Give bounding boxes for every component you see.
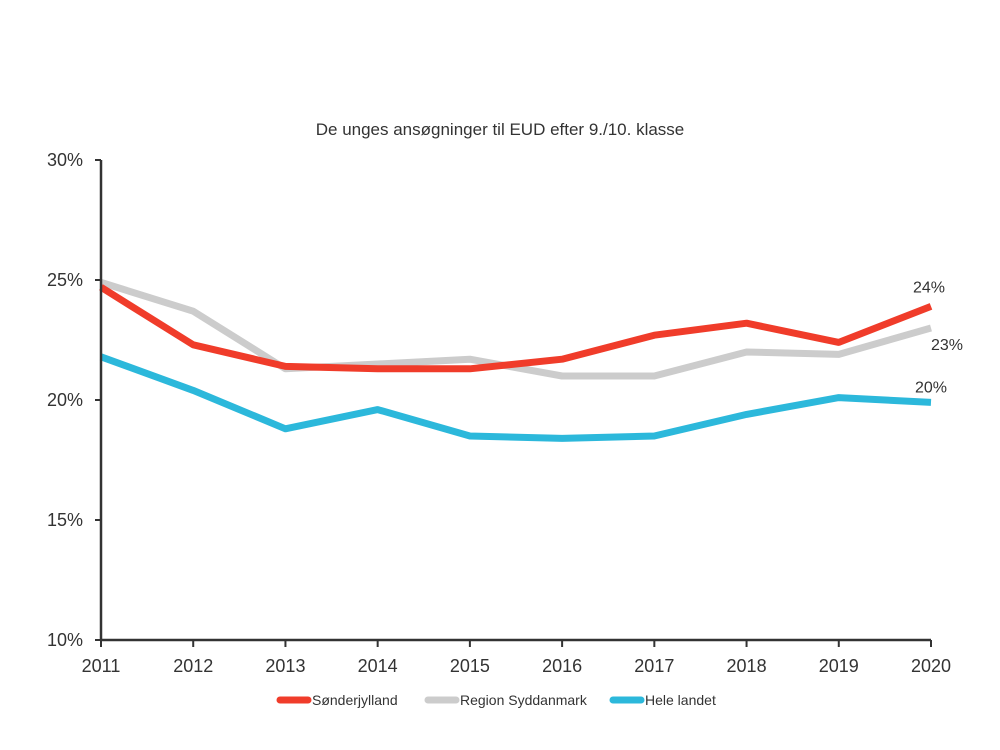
x-tick-label: 2014 [358, 656, 398, 676]
axes-layer [95, 159, 932, 647]
legend: Sønderjylland Region Syddanmark Hele lande… [276, 692, 716, 708]
end-label: 23% [931, 337, 963, 354]
legend-item: Region Syddanmark [424, 692, 588, 708]
x-tick-label: 2017 [634, 656, 674, 676]
series-layer [99, 279, 933, 442]
y-tick-label: 15% [47, 510, 83, 530]
legend-label: Region Syddanmark [460, 692, 588, 708]
labels-layer: 10% 15% 20% 25% 30% 2011 2012 2013 2014 2015 2016 2… [47, 150, 963, 676]
y-tick-label: 25% [47, 270, 83, 290]
x-tick-label: 2015 [450, 656, 490, 676]
x-tick-label: 2019 [819, 656, 859, 676]
series-line-hele-landet [99, 353, 932, 442]
x-tick-label: 2020 [911, 656, 951, 676]
x-tick-label: 2012 [173, 656, 213, 676]
end-label: 20% [915, 379, 947, 396]
chart-title: De unges ansøgninger til EUD efter 9./10… [316, 120, 685, 139]
x-tick-label: 2011 [82, 656, 121, 676]
y-tick-label: 30% [47, 150, 83, 170]
legend-label: Sønderjylland [312, 692, 398, 708]
y-tick-label: 20% [47, 390, 83, 410]
series-line-region-syddanmark [99, 279, 932, 380]
x-tick-label: 2018 [727, 656, 767, 676]
legend-item: Hele landet [609, 692, 716, 708]
series-line-s-nderjylland [99, 284, 933, 373]
legend-label: Hele landet [645, 692, 716, 708]
y-tick-label: 10% [47, 630, 83, 650]
x-tick-label: 2016 [542, 656, 582, 676]
legend-item: Sønderjylland [276, 692, 398, 708]
x-tick-label: 2013 [265, 656, 305, 676]
end-label: 24% [913, 279, 945, 296]
